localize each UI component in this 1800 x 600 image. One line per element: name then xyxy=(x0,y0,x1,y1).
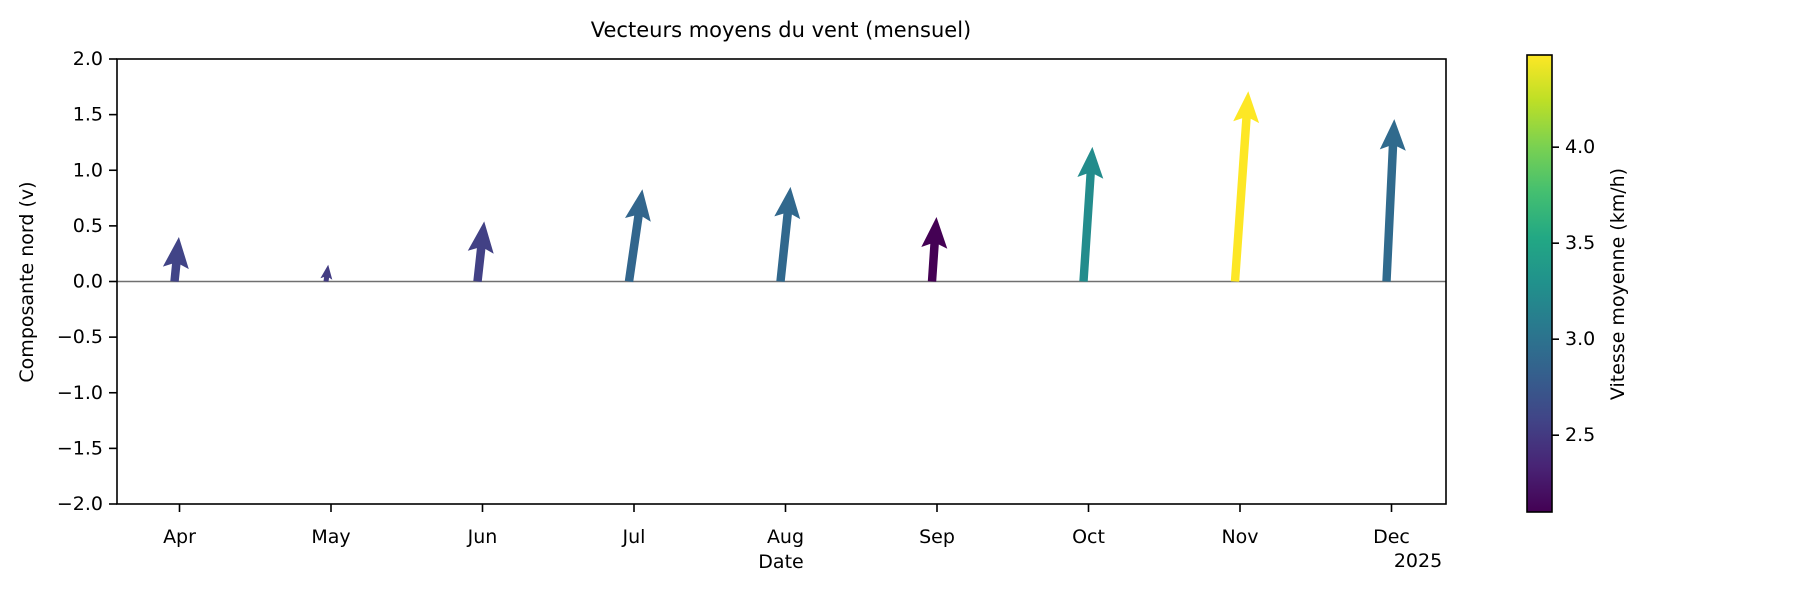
y-tick-label: 1.0 xyxy=(73,159,103,181)
y-tick-label: 1.5 xyxy=(73,104,103,126)
x-tick-label-oct: Oct xyxy=(1072,526,1105,548)
wind-vector-arrow-nov xyxy=(1230,91,1260,282)
x-tick-label-dec: Dec xyxy=(1373,526,1410,548)
y-axis-label: Composante nord (v) xyxy=(16,181,38,383)
colorbar-tick-label: 2.5 xyxy=(1565,424,1595,446)
wind-vector-arrow-may xyxy=(320,264,333,282)
x-tick-label-aug: Aug xyxy=(767,526,804,548)
y-tick-label: −2.0 xyxy=(57,493,103,515)
wind-vector-arrow-jul xyxy=(624,189,651,283)
y-tick-label: 2.0 xyxy=(73,48,103,70)
wind-vector-arrow-dec xyxy=(1379,119,1406,282)
wind-vector-arrow-sep xyxy=(921,217,948,282)
x-tick-label-may: May xyxy=(311,526,350,548)
x-tick-label-jul: Jul xyxy=(622,526,646,548)
wind-vector-arrow-oct xyxy=(1077,146,1104,282)
y-tick-label: −1.0 xyxy=(57,382,103,404)
x-tick-label-sep: Sep xyxy=(919,526,955,548)
chart-title: Vecteurs moyens du vent (mensuel) xyxy=(590,18,972,42)
axes-border xyxy=(116,58,1447,505)
colorbar-label: Vitesse moyenne (km/h) xyxy=(1607,167,1629,401)
wind-vector-arrow-apr xyxy=(162,237,189,282)
y-tick-label: −0.5 xyxy=(57,326,103,348)
x-tick-label-nov: Nov xyxy=(1221,526,1258,548)
x-tick-label-jun: Jun xyxy=(467,526,498,548)
y-tick-label: −1.5 xyxy=(57,437,103,459)
colorbar-outline xyxy=(1526,54,1553,513)
y-tick-label: 0.0 xyxy=(73,271,103,293)
y-tick-label: 0.5 xyxy=(73,215,103,237)
colorbar-tick-label: 4.0 xyxy=(1565,136,1595,158)
x-axis-label: Date xyxy=(758,551,804,573)
colorbar-gradient xyxy=(1527,55,1552,512)
wind-vector-arrow-aug xyxy=(774,186,801,282)
colorbar-tick-label: 3.5 xyxy=(1565,232,1595,254)
colorbar-tick-label: 3.0 xyxy=(1565,328,1595,350)
x-axis-year-label: 2025 xyxy=(1393,550,1443,572)
wind-vector-arrow-jun xyxy=(467,221,494,282)
x-tick-label-apr: Apr xyxy=(163,526,196,548)
